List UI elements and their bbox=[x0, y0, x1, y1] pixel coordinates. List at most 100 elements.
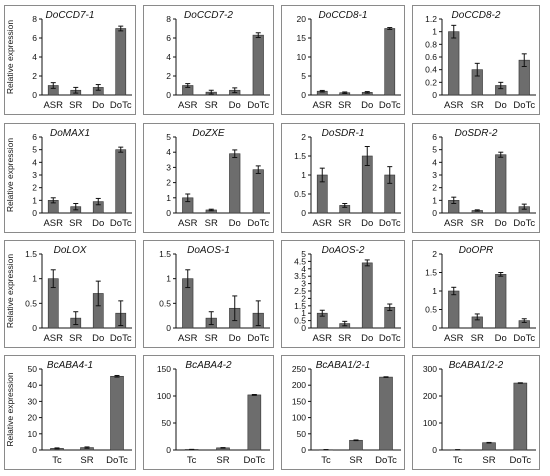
panel-doccd8-1-y-tick-label: 5 bbox=[301, 71, 306, 81]
panel-bcaba4-2-y-tick-label: 100 bbox=[157, 391, 171, 401]
panel-doccd7-2-x-tick-label-sr: SR bbox=[205, 100, 218, 111]
panel-doopr-x-tick-label-dotc: DoTc bbox=[513, 333, 535, 344]
panel-bcaba4-1-y-tick-label: 50 bbox=[28, 364, 38, 374]
panel-doaos-2-y-tick-label: 2.5 bbox=[294, 286, 306, 296]
panel-dolox-title: DoLOX bbox=[54, 245, 87, 256]
panel-doccd7-1-y-axis-label: Relative expression bbox=[5, 20, 15, 94]
panel-doccd8-2-y-tick-label: 0.4 bbox=[425, 65, 437, 75]
panel-bcaba1-2-1-y-tick-label: 50 bbox=[297, 429, 307, 439]
panel-dolox-x-tick-label-asr: ASR bbox=[43, 333, 63, 344]
panel-bcaba1-2-2-title: BcABA1/2-2 bbox=[449, 360, 504, 371]
panel-doccd8-2-frame bbox=[412, 5, 540, 115]
panel-doaos-1-y-tick-label: 1 bbox=[166, 274, 171, 284]
panel-dosdr-2: DoSDR-2 0 1 2 3 4 5 6 ASR SR Do DoTc bbox=[412, 123, 540, 233]
panel-dozxe-bar-do bbox=[229, 153, 241, 214]
panel-bcaba1-2-1-y-tick-label: 250 bbox=[292, 364, 306, 374]
panel-bcaba1-2-1-y-tick-label: 200 bbox=[292, 380, 306, 390]
panel-bcaba4-2-x-tick-label-dotc: DoTc bbox=[244, 455, 266, 466]
panel-domax1-y-tick-label: 1 bbox=[32, 195, 37, 205]
panel-dozxe: DoZXE 0 1 2 3 4 5 ASR SR Do DoTc bbox=[143, 123, 274, 233]
panel-doccd8-1-y-tick-label: 15 bbox=[297, 33, 307, 43]
panel-bcaba4-1: BcABA4-1 0 10 20 30 40 50 Relative expression Tc… bbox=[4, 355, 136, 470]
panel-doaos-2-y-tick-label: 3 bbox=[301, 279, 306, 289]
panel-doccd8-2-y-tick-label: 0.8 bbox=[425, 39, 437, 49]
panel-dosdr-2-y-tick-label: 1 bbox=[432, 195, 437, 205]
panel-dolox-x-tick-label-dotc: DoTc bbox=[110, 333, 132, 344]
panel-bcaba1-2-1-bar-dotc bbox=[379, 376, 393, 451]
panel-bcaba1-2-2-y-tick-label: 300 bbox=[423, 364, 437, 374]
panel-doccd7-1-frame bbox=[4, 5, 136, 115]
panel-dolox-y-axis-label: Relative expression bbox=[5, 254, 15, 328]
panel-doccd8-2: DoCCD8-2 0 0.2 0.4 0.6 0.8 1 1.2 ASR SR Do DoTc bbox=[412, 5, 540, 115]
panel-doaos-1-frame bbox=[143, 240, 274, 348]
panel-doaos-1-x-tick-label-do: Do bbox=[229, 333, 241, 344]
panel-dosdr-2-bar-do bbox=[495, 154, 507, 214]
panel-domax1-y-tick-label: 4 bbox=[32, 157, 37, 167]
panel-doaos-2-x-tick-label-asr: ASR bbox=[312, 333, 332, 344]
panel-bcaba4-2-x-tick-label-sr: SR bbox=[216, 455, 229, 466]
panel-doopr-x-tick-label-asr: ASR bbox=[444, 333, 464, 344]
panel-doaos-1-y-tick-label: 1.5 bbox=[159, 249, 171, 259]
panel-doaos-1-x-tick-label-sr: SR bbox=[205, 333, 218, 344]
panel-doccd8-2-y-tick-label: 0.2 bbox=[425, 77, 437, 87]
panel-bcaba1-2-2-x-tick-label-dotc: DoTc bbox=[510, 455, 532, 466]
panel-doccd8-2-y-tick-label: 0.6 bbox=[425, 52, 437, 62]
panel-bcaba4-1-y-tick-label: 30 bbox=[28, 396, 38, 406]
panel-doaos-2-y-tick-label: 0 bbox=[301, 323, 306, 333]
panel-doccd7-1-bar-dotc bbox=[115, 28, 127, 96]
panel-doopr-frame bbox=[412, 240, 540, 348]
panel-doccd8-2-x-tick-label-do: Do bbox=[495, 100, 507, 111]
panel-doccd7-1-y-tick-label: 6 bbox=[32, 33, 37, 43]
panel-bcaba4-1-y-axis-label: Relative expression bbox=[5, 372, 15, 446]
panel-dozxe-y-tick-label: 1 bbox=[166, 193, 171, 203]
panel-doaos-2-x-tick-label-do: Do bbox=[361, 333, 373, 344]
panel-doaos-2-x-tick-label-dotc: DoTc bbox=[379, 333, 401, 344]
panel-dozxe-x-tick-label-sr: SR bbox=[205, 218, 218, 229]
panel-doccd7-1-y-tick-label: 2 bbox=[32, 71, 37, 81]
panel-doaos-2-title: DoAOS-2 bbox=[322, 245, 365, 256]
panel-doaos-2-y-tick-label: 3.5 bbox=[294, 271, 306, 281]
panel-dozxe-y-tick-label: 4 bbox=[166, 147, 171, 157]
panel-doccd7-2-y-tick-label: 8 bbox=[166, 14, 171, 24]
panel-doccd7-2-title: DoCCD7-2 bbox=[184, 10, 233, 21]
panel-doccd8-1-x-tick-label-dotc: DoTc bbox=[379, 100, 401, 111]
panel-doopr-bar-do bbox=[495, 274, 507, 329]
panel-doaos-2-y-tick-label: 1 bbox=[301, 308, 306, 318]
panel-bcaba4-1-bar-dotc bbox=[110, 375, 124, 451]
panel-doopr-y-tick-label: 2 bbox=[432, 249, 437, 259]
panel-dosdr-2-x-tick-label-sr: SR bbox=[471, 218, 484, 229]
panel-doaos-2-y-tick-label: 5 bbox=[301, 249, 306, 259]
panel-dolox-x-tick-label-do: Do bbox=[92, 333, 104, 344]
panel-dolox-x-tick-label-sr: SR bbox=[69, 333, 82, 344]
panel-bcaba4-2: BcABA4-2 0 50 100 150 Tc SR DoTc bbox=[143, 355, 274, 470]
panel-doccd7-1-x-tick-label-do: Do bbox=[92, 100, 104, 111]
panel-doccd7-2-frame bbox=[143, 5, 274, 115]
panel-dosdr-2-x-tick-label-do: Do bbox=[495, 218, 507, 229]
panel-bcaba1-2-2-x-tick-label-sr: SR bbox=[482, 455, 495, 466]
panel-doaos-1-x-tick-label-dotc: DoTc bbox=[247, 333, 269, 344]
panel-doaos-1: DoAOS-1 0 0.5 1 1.5 ASR SR Do DoTc bbox=[143, 240, 274, 348]
panel-bcaba4-2-bar-dotc bbox=[247, 394, 262, 451]
panel-doccd7-1-x-tick-label-asr: ASR bbox=[43, 100, 63, 111]
panel-domax1-frame bbox=[4, 123, 136, 233]
panel-doaos-1-x-tick-label-asr: ASR bbox=[178, 333, 198, 344]
panel-dozxe-x-tick-label-dotc: DoTc bbox=[247, 218, 269, 229]
panel-domax1-x-tick-label-asr: ASR bbox=[43, 218, 63, 229]
panel-bcaba1-2-1: BcABA1/2-1 0 50 100 150 200 250 Tc SR DoTc bbox=[281, 355, 405, 470]
panel-doaos-2-y-tick-label: 2 bbox=[301, 293, 306, 303]
panel-doaos-1-y-tick-label: 0 bbox=[166, 323, 171, 333]
panel-doopr-title: DoOPR bbox=[459, 245, 493, 256]
panel-bcaba4-1-x-tick-label-tc: Tc bbox=[52, 455, 62, 466]
panel-bcaba1-2-1-x-tick-label-tc: Tc bbox=[321, 455, 331, 466]
panel-doccd7-2-x-tick-label-asr: ASR bbox=[178, 100, 198, 111]
panel-dozxe-title: DoZXE bbox=[192, 128, 225, 139]
panel-doccd7-1-x-tick-label-sr: SR bbox=[69, 100, 82, 111]
panel-bcaba1-2-2: BcABA1/2-2 0 100 200 300 Tc SR DoTc bbox=[412, 355, 540, 470]
panel-dosdr-2-title: DoSDR-2 bbox=[455, 128, 498, 139]
panel-doaos-2: DoAOS-2 00.511.522.533.544.55 ASR SR Do DoTc bbox=[281, 240, 405, 348]
panel-dosdr-1-x-tick-label-asr: ASR bbox=[312, 218, 332, 229]
panel-dolox-y-tick-label: 0 bbox=[32, 323, 37, 333]
panel-doccd8-1-x-tick-label-do: Do bbox=[361, 100, 373, 111]
panel-bcaba1-2-2-x-tick-label-tc: Tc bbox=[453, 455, 463, 466]
panel-dosdr-1-y-tick-label: 1 bbox=[301, 170, 306, 180]
